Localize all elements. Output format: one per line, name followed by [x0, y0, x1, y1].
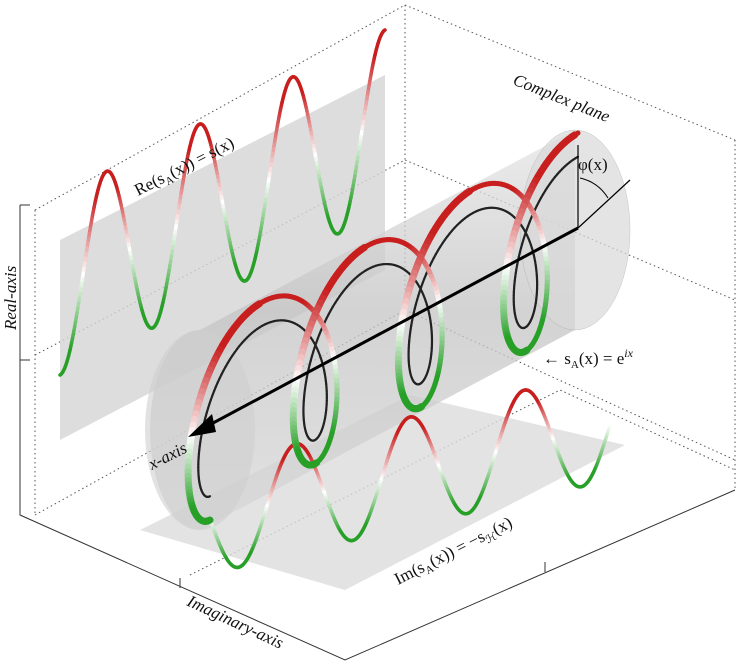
- analytic-label: ← sA(x) = eix: [543, 346, 634, 371]
- analytic-pre: ← s: [543, 349, 571, 368]
- real-projection: [60, 374, 61, 375]
- analytic-sup: ix: [624, 346, 633, 360]
- helix: [420, 406, 421, 407]
- helix: [209, 520, 210, 521]
- analytic-mid: (x) = e: [579, 349, 624, 368]
- phi-label: φ(x): [578, 155, 608, 174]
- helix-diagram: Complex plane φ(x) Re(sA(x)) = s(x) Real…: [0, 0, 736, 667]
- helix: [525, 350, 526, 351]
- analytic-sub: A: [571, 359, 579, 371]
- helix: [315, 463, 316, 464]
- complex-plane-label: Complex plane: [511, 70, 614, 126]
- real-axis-label: Real-axis: [1, 265, 20, 331]
- imaginary-axis-label: Imaginary-axis: [183, 591, 286, 653]
